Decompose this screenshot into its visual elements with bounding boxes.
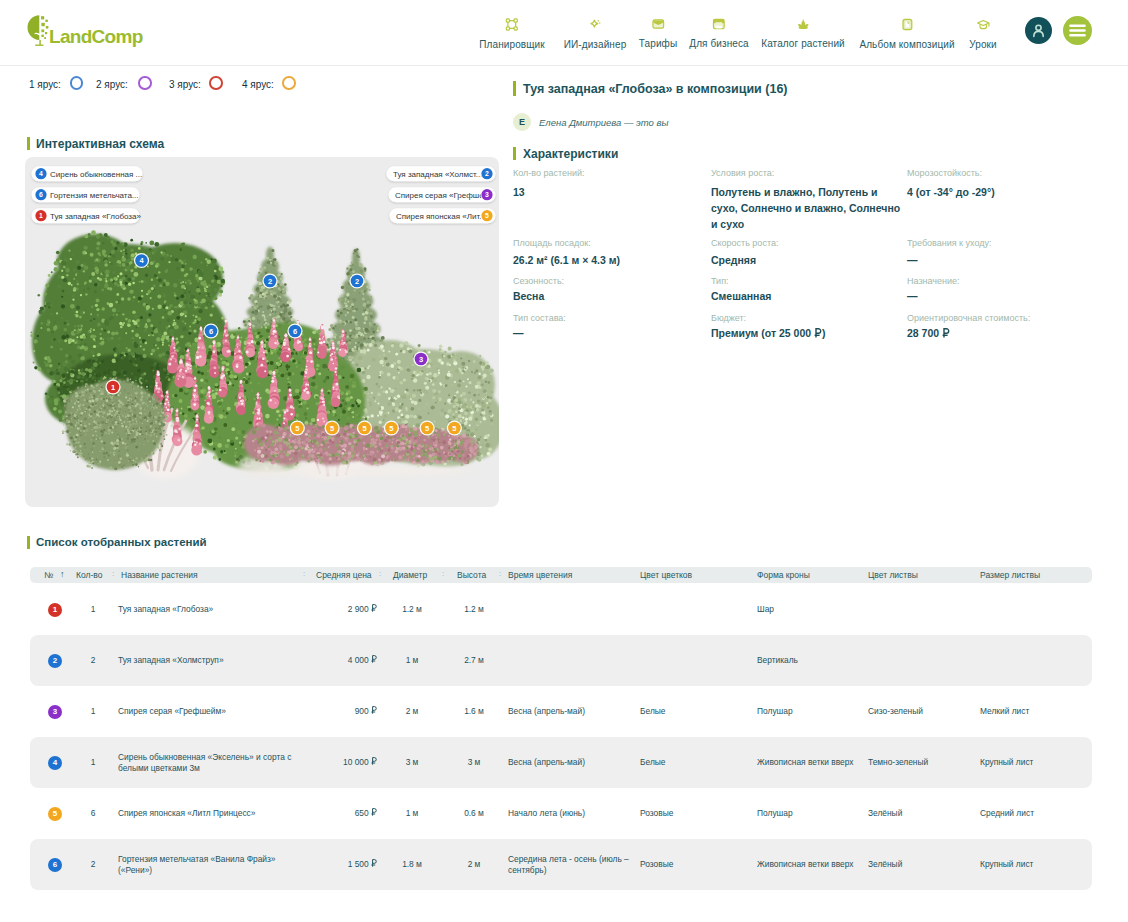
svg-text:5: 5 [389, 424, 393, 433]
svg-text:Туя западная «Холмст...: Туя западная «Холмст... [393, 170, 482, 179]
svg-text:1: 1 [39, 212, 43, 219]
svg-text:3: 3 [485, 191, 489, 198]
svg-text:2: 2 [268, 277, 272, 286]
svg-text:5: 5 [295, 424, 299, 433]
svg-text:5: 5 [485, 212, 489, 219]
svg-text:3: 3 [419, 355, 423, 364]
svg-text:5: 5 [330, 424, 334, 433]
svg-text:Спирея серая «Грефше...: Спирея серая «Грефше... [395, 191, 490, 200]
svg-text:Гортензия метельчата...: Гортензия метельчата... [50, 191, 139, 200]
svg-text:6: 6 [209, 327, 213, 336]
svg-text:5: 5 [425, 424, 429, 433]
svg-text:1: 1 [111, 383, 115, 392]
svg-text:5: 5 [362, 424, 366, 433]
svg-text:5: 5 [452, 424, 456, 433]
svg-text:2: 2 [355, 277, 359, 286]
svg-text:6: 6 [293, 327, 297, 336]
svg-text:2: 2 [485, 170, 489, 177]
svg-text:4: 4 [39, 170, 43, 177]
svg-text:Сирень обыкновенная ...: Сирень обыкновенная ... [50, 170, 142, 179]
svg-text:6: 6 [39, 191, 43, 198]
svg-text:Спирея японская «Лит...: Спирея японская «Лит... [396, 212, 486, 221]
svg-text:Туя западная «Глобоза»: Туя западная «Глобоза» [50, 212, 141, 221]
